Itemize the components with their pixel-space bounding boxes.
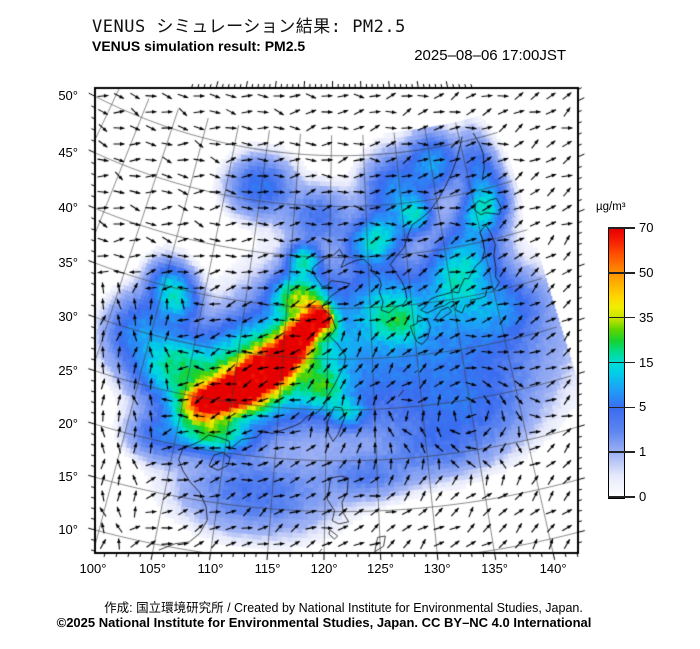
lon-label: 130° bbox=[423, 561, 451, 576]
lat-label: 10° bbox=[58, 521, 78, 537]
map-panel bbox=[70, 78, 600, 578]
lon-label: 115° bbox=[254, 561, 281, 576]
colorbar-tick-label: 5 bbox=[639, 399, 647, 415]
colorbar-tick-label: 1 bbox=[639, 444, 647, 460]
lat-label: 50° bbox=[58, 88, 78, 104]
colorbar-tick-label: 15 bbox=[639, 354, 654, 370]
lon-label: 105° bbox=[139, 561, 166, 576]
colorbar-tick-mark bbox=[608, 451, 635, 453]
page-title-english: VENUS simulation result: PM2.5 bbox=[92, 38, 306, 54]
colorbar-tick-mark bbox=[608, 406, 635, 409]
pm25-map-canvas bbox=[70, 78, 600, 578]
colorbar-tick-label: 0 bbox=[639, 489, 647, 504]
lat-label: 45° bbox=[58, 144, 78, 160]
lon-label: 140° bbox=[539, 561, 567, 576]
lon-label: 100° bbox=[79, 561, 107, 576]
credit-line: 作成: 国立環境研究所 / Created by National Instit… bbox=[104, 601, 583, 615]
copyright-line: ©2025 National Institute for Environment… bbox=[56, 615, 592, 630]
colorbar-tick-label: 35 bbox=[639, 309, 654, 325]
lon-label: 110° bbox=[197, 561, 224, 576]
colorbar-tick-mark bbox=[608, 316, 635, 319]
lat-label: 30° bbox=[58, 309, 78, 325]
timestamp: 2025–08–06 17:00JST bbox=[414, 47, 566, 64]
colorbar-gradient bbox=[608, 228, 625, 499]
lat-label: 40° bbox=[58, 200, 78, 216]
page-title-japanese: VENUS シミュレーション結果: PM2.5 bbox=[92, 17, 406, 37]
lon-label: 125° bbox=[367, 561, 394, 576]
colorbar-tick-mark bbox=[608, 227, 635, 229]
lat-label: 35° bbox=[58, 255, 78, 271]
colorbar-tick-label: 50 bbox=[639, 264, 654, 280]
colorbar-tick-mark bbox=[608, 272, 635, 274]
lon-label: 120° bbox=[310, 561, 338, 576]
colorbar-tick-label: 70 bbox=[639, 220, 654, 235]
lon-label: 135° bbox=[481, 561, 508, 576]
lat-label: 25° bbox=[58, 362, 78, 378]
lat-label: 15° bbox=[58, 469, 78, 485]
colorbar-tick-mark bbox=[608, 496, 635, 498]
colorbar-tick-mark bbox=[608, 361, 635, 364]
lat-label: 20° bbox=[58, 416, 78, 432]
colorbar-unit-label: µg/m³ bbox=[596, 201, 626, 213]
